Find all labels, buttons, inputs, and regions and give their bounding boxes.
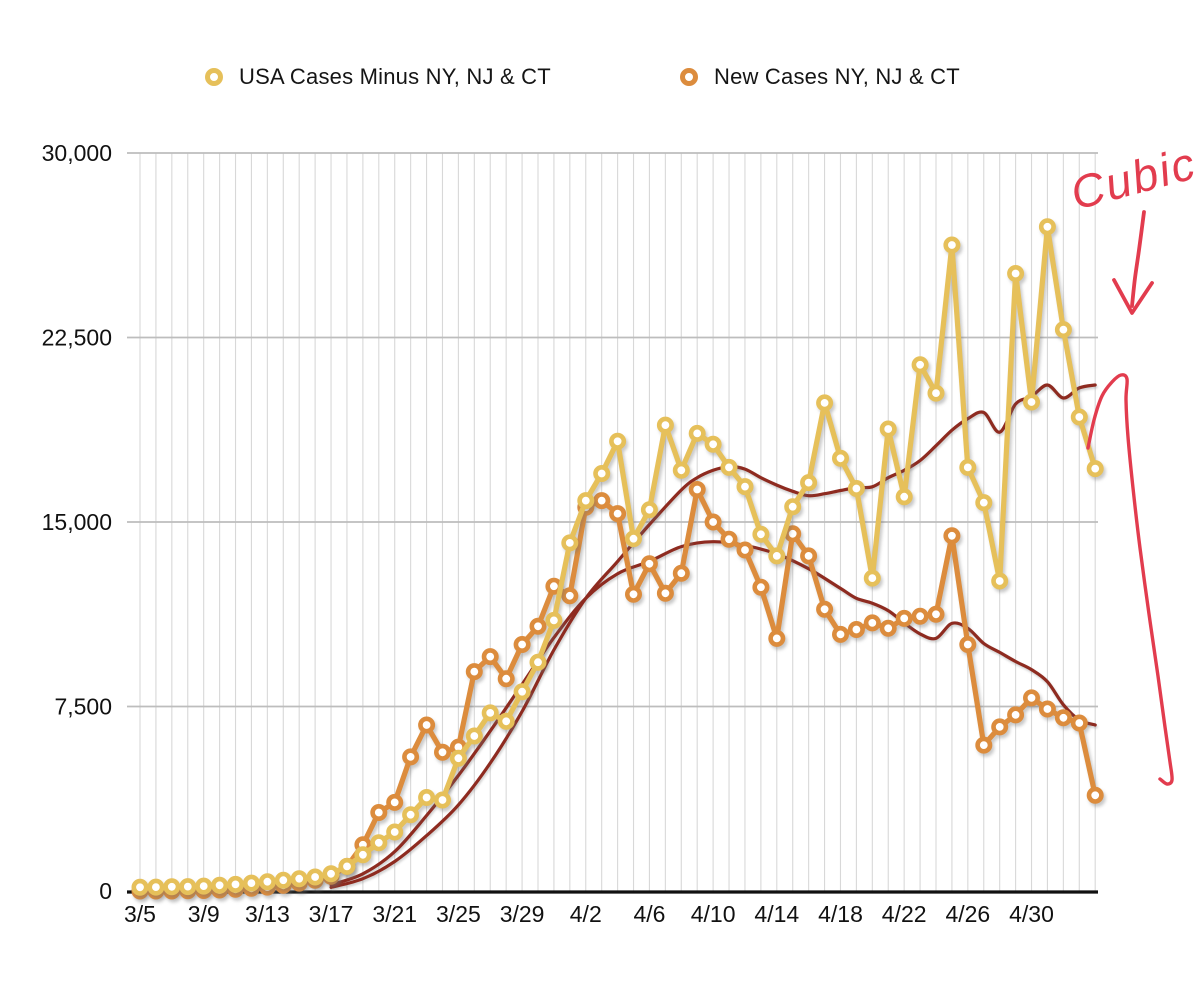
x-axis-labels: 3/5 3/9 3/13 3/17 3/21 3/25 3/29 4/2 4/6 4/10 4/14… <box>124 901 1054 927</box>
y-tick-label: 0 <box>99 878 112 904</box>
x-tick-label: 3/5 <box>124 901 156 927</box>
x-tick-label: 4/18 <box>818 901 863 927</box>
legend-item-usa: USA Cases Minus NY, NJ & CT <box>205 64 551 90</box>
cubic-label: Cubic <box>1065 136 1200 219</box>
x-tick-label: 3/17 <box>309 901 354 927</box>
x-tick-label: 4/26 <box>945 901 990 927</box>
cubic-arrowhead-icon <box>1112 278 1154 315</box>
y-tick-label: 7,500 <box>54 694 112 720</box>
x-tick-label: 4/6 <box>633 901 665 927</box>
legend-marker-usa-icon <box>205 68 223 86</box>
y-tick-label: 22,500 <box>42 325 112 351</box>
cubic-arrow-icon <box>1130 210 1146 308</box>
x-tick-label: 4/10 <box>691 901 736 927</box>
annotation-cubic: Cubic <box>1065 136 1200 786</box>
x-tick-label: 4/2 <box>570 901 602 927</box>
legend: USA Cases Minus NY, NJ & CT New Cases NY… <box>0 0 1200 110</box>
x-tick-label: 4/30 <box>1009 901 1054 927</box>
x-tick-label: 3/29 <box>500 901 545 927</box>
y-tick-label: 15,000 <box>42 509 112 535</box>
x-tick-label: 4/22 <box>882 901 927 927</box>
y-axis-labels: 0 7,500 15,000 22,500 30,000 <box>42 140 112 904</box>
legend-marker-tristate-icon <box>680 68 698 86</box>
legend-label-tristate: New Cases NY, NJ & CT <box>714 64 960 89</box>
x-tick-label: 3/21 <box>372 901 417 927</box>
x-tick-label: 3/13 <box>245 901 290 927</box>
gridlines-horizontal <box>127 152 1098 708</box>
legend-label-usa: USA Cases Minus NY, NJ & CT <box>239 64 551 89</box>
series-usa-markers <box>131 218 1104 896</box>
legend-item-tristate: New Cases NY, NJ & CT <box>680 64 960 90</box>
y-tick-label: 30,000 <box>42 140 112 166</box>
x-tick-label: 3/9 <box>188 901 220 927</box>
x-tick-label: 3/25 <box>436 901 481 927</box>
x-tick-label: 4/14 <box>754 901 799 927</box>
series-usa <box>131 218 1104 896</box>
cubic-hand-curve-icon <box>1086 373 1174 786</box>
